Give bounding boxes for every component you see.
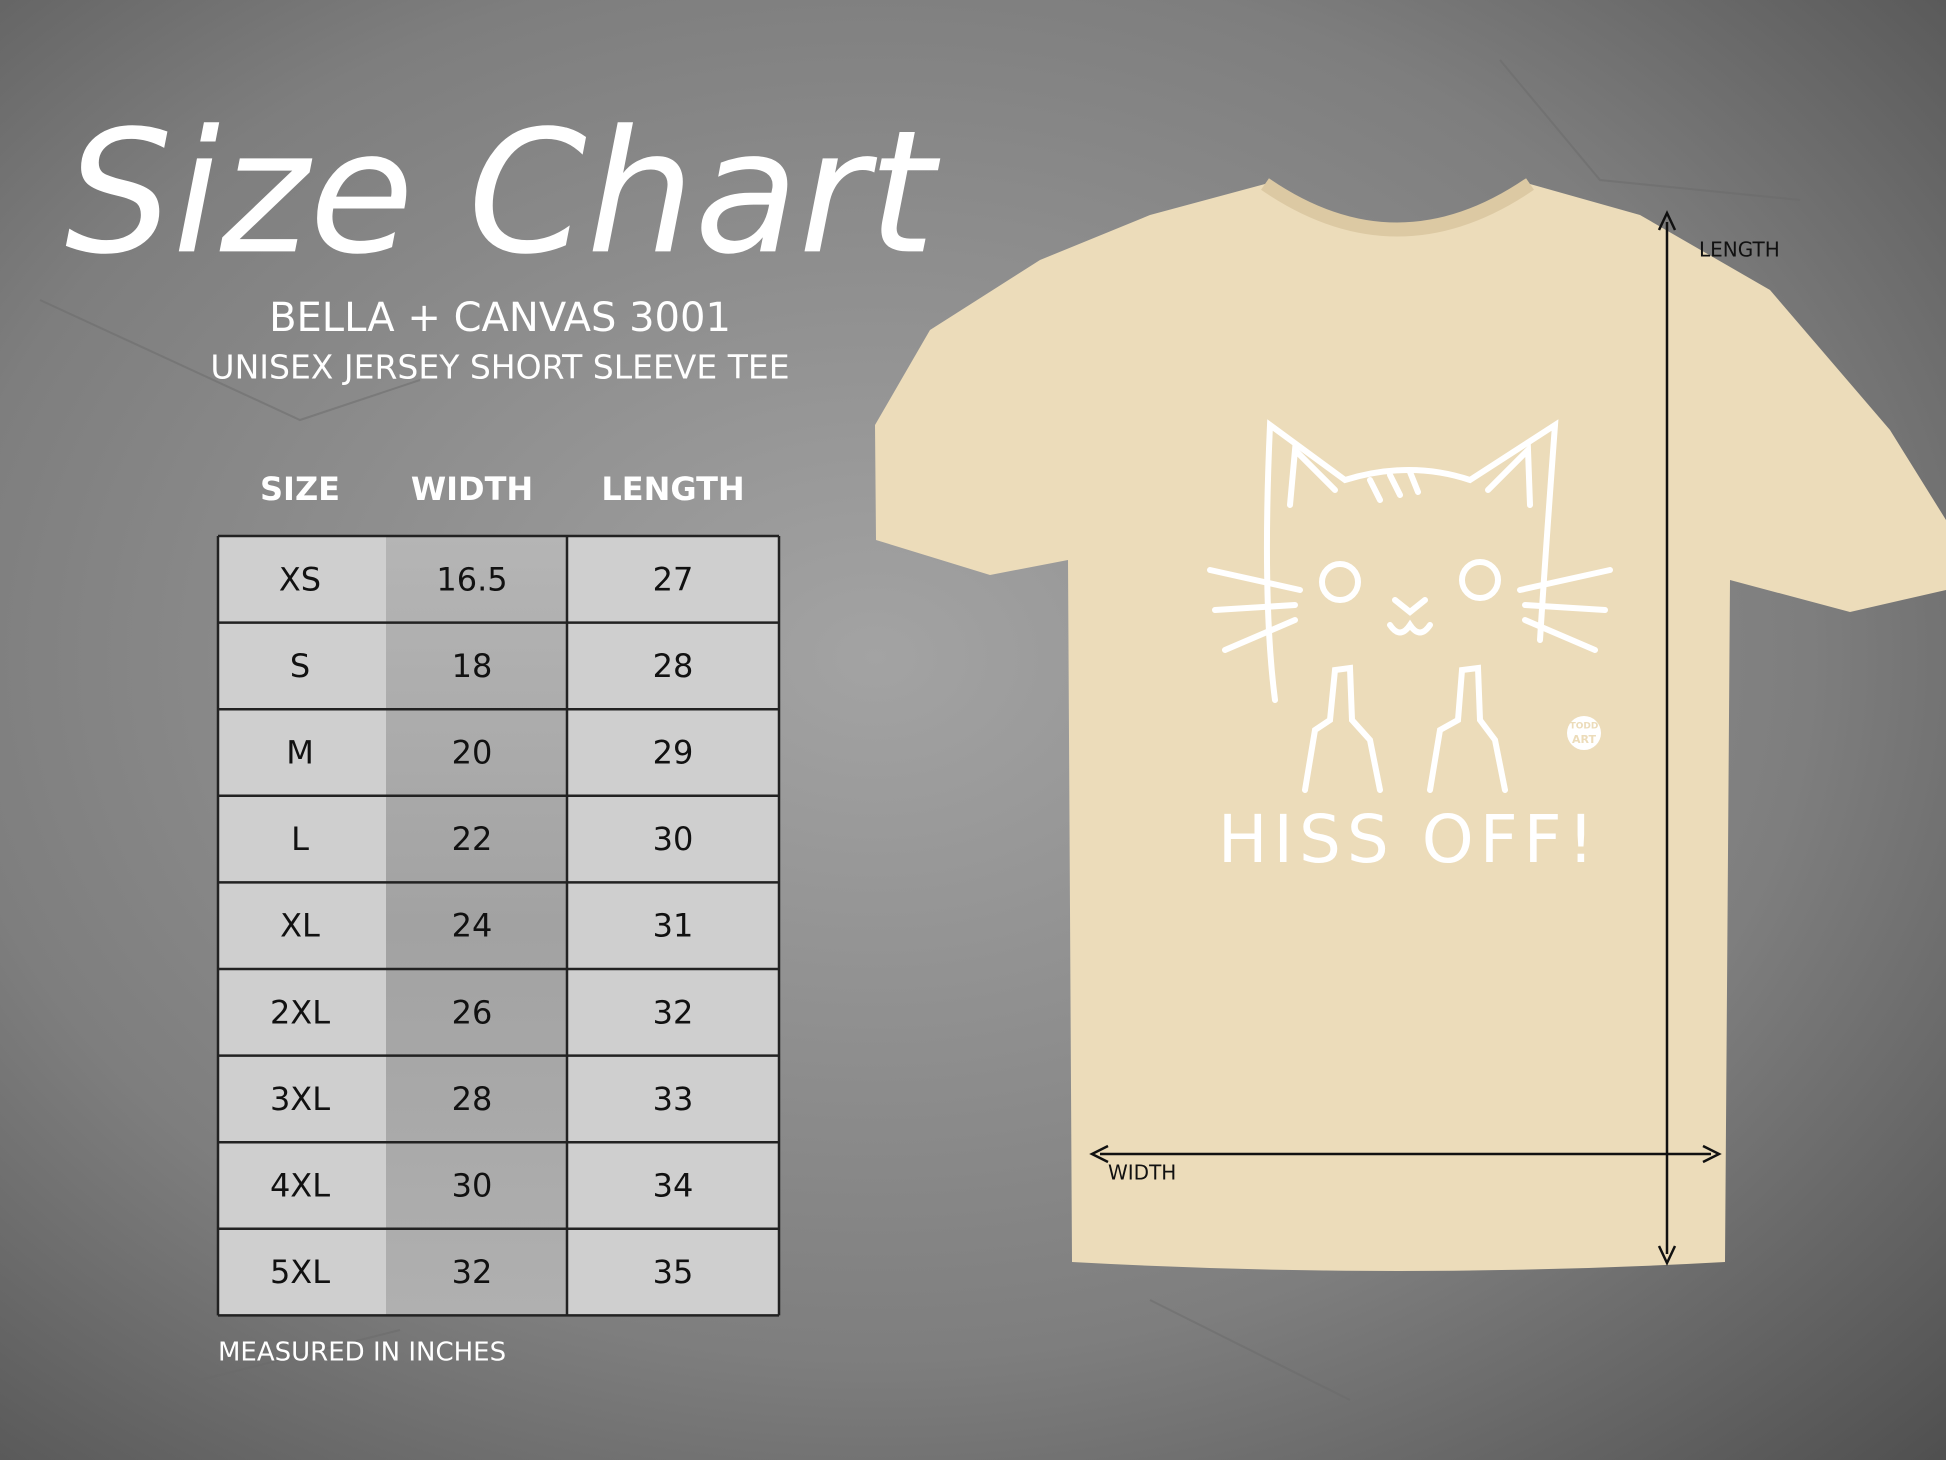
table-cell: 35 bbox=[653, 1253, 694, 1291]
texture bbox=[39, 59, 1801, 1401]
table-cell: 16.5 bbox=[436, 560, 507, 598]
table-cell: 3XL bbox=[270, 1080, 330, 1118]
table-cell: L bbox=[291, 820, 309, 858]
table-cell: 29 bbox=[653, 734, 694, 772]
table-cell: 22 bbox=[452, 820, 493, 858]
table-cell: XS bbox=[279, 560, 321, 598]
table-cell: 20 bbox=[452, 734, 493, 772]
width-column-bg bbox=[386, 536, 567, 1316]
shirt: TODD ART HISS OFF! bbox=[875, 178, 1946, 1271]
table-cell: 33 bbox=[653, 1080, 694, 1118]
cat-drawing bbox=[1207, 419, 1613, 793]
measure-arrows bbox=[1089, 210, 1722, 1266]
column-header: WIDTH bbox=[411, 470, 533, 508]
table-cell: 5XL bbox=[270, 1253, 330, 1291]
collar bbox=[1261, 178, 1534, 237]
size-table: SIZE WIDTH LENGTH XS 16.5 27 S 18 28 M 20 29 L 22 30 XL… bbox=[216, 470, 781, 1317]
logo-badge bbox=[1567, 716, 1601, 750]
table-cell: 2XL bbox=[270, 993, 330, 1031]
table-cell: 31 bbox=[653, 907, 694, 945]
logo-text: ART bbox=[1572, 733, 1596, 746]
table-cell: XL bbox=[280, 907, 320, 945]
brand: BELLA + CANVAS 3001 bbox=[269, 295, 731, 341]
table-cell: 32 bbox=[653, 993, 694, 1031]
footnote: MEASURED IN INCHES bbox=[218, 1338, 506, 1368]
table-cell: 30 bbox=[653, 820, 694, 858]
table-cell: 30 bbox=[452, 1167, 493, 1205]
width-label: WIDTH bbox=[1108, 1161, 1176, 1185]
table-cell: 18 bbox=[452, 647, 493, 685]
column-header: SIZE bbox=[260, 470, 340, 508]
table-cell: M bbox=[286, 734, 314, 772]
table-cell: 32 bbox=[452, 1253, 493, 1291]
table-cell: 26 bbox=[452, 993, 493, 1031]
length-label: LENGTH bbox=[1699, 238, 1780, 262]
table-cell: 27 bbox=[653, 560, 694, 598]
shirt-body bbox=[875, 184, 1946, 1271]
subtitle: UNISEX JERSEY SHORT SLEEVE TEE bbox=[210, 348, 789, 387]
table-cell: 4XL bbox=[270, 1167, 330, 1205]
table-cell: S bbox=[290, 647, 310, 685]
table-cell: 34 bbox=[653, 1167, 694, 1205]
width-arrowheads bbox=[1089, 1144, 1722, 1164]
length-arrowheads bbox=[1657, 210, 1677, 1266]
title: Size Chart bbox=[65, 94, 941, 292]
table-cell: 24 bbox=[452, 907, 493, 945]
print-text: HISS OFF! bbox=[1218, 801, 1600, 878]
table-cell: 28 bbox=[452, 1080, 493, 1118]
column-header: LENGTH bbox=[601, 470, 744, 508]
logo-text: TODD bbox=[1570, 722, 1599, 732]
table-cell: 28 bbox=[653, 647, 694, 685]
